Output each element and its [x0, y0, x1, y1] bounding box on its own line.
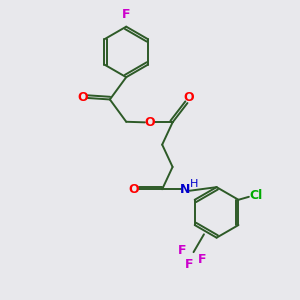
Text: F: F	[198, 253, 206, 266]
Text: O: O	[144, 116, 155, 129]
Text: O: O	[77, 92, 88, 104]
Text: O: O	[128, 183, 139, 196]
Text: F: F	[122, 8, 130, 21]
Text: O: O	[184, 91, 194, 103]
Text: F: F	[185, 258, 193, 271]
Text: F: F	[178, 244, 187, 257]
Text: H: H	[190, 179, 198, 189]
Text: N: N	[180, 183, 190, 196]
Text: Cl: Cl	[250, 189, 263, 202]
